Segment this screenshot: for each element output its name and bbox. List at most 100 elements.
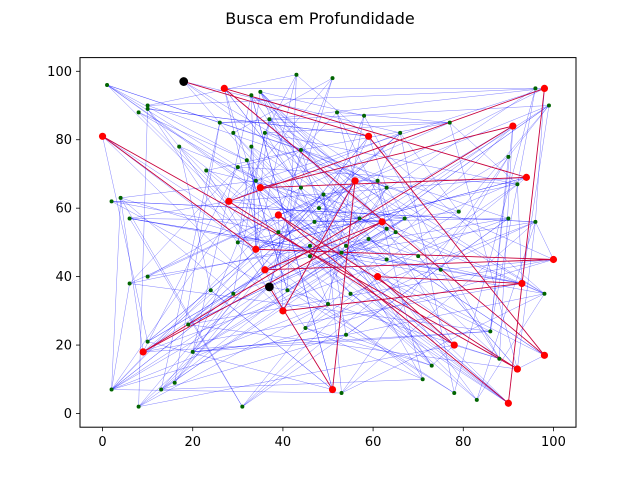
unvisited-node-point <box>506 154 511 159</box>
unvisited-node-point <box>339 390 344 395</box>
graph-edge <box>228 77 333 202</box>
graph-edge <box>368 136 387 188</box>
unvisited-node-point <box>136 404 141 409</box>
unvisited-node-point <box>307 254 312 259</box>
unvisited-node-point <box>402 216 407 221</box>
graph-edge <box>278 231 509 404</box>
unvisited-node-point <box>375 178 380 183</box>
graph-edge <box>377 276 491 332</box>
graph-edge <box>129 218 522 284</box>
graph-edge <box>106 84 329 305</box>
unvisited-node-point <box>285 288 290 293</box>
dfs-path-segment <box>102 135 257 250</box>
graph-edge <box>345 218 509 247</box>
graph-edge <box>178 146 211 291</box>
dfs-path-segment <box>260 176 527 189</box>
visited-node-point <box>540 351 549 359</box>
graph-edge <box>260 187 509 404</box>
y-tick-label: 20 <box>55 339 72 354</box>
unvisited-node-point <box>357 216 362 221</box>
graph-edge <box>111 259 554 390</box>
graph-edge <box>102 136 148 342</box>
graph-edge <box>206 170 266 270</box>
graph-edge <box>255 187 261 250</box>
unvisited-node-point <box>231 291 236 296</box>
graph-edge <box>228 149 302 202</box>
graph-edge <box>161 334 347 390</box>
graph-edge <box>345 293 545 336</box>
graph-edge <box>237 166 518 185</box>
dfs-path-segment <box>268 286 333 390</box>
visited-node-point <box>256 184 264 192</box>
graph-edge <box>255 180 477 400</box>
visited-node-point <box>509 122 517 130</box>
x-tick-label: 20 <box>184 435 201 450</box>
graph-edge <box>382 221 545 294</box>
graph-edge <box>120 180 256 199</box>
dfs-path-segment <box>183 81 369 137</box>
unvisited-node-point <box>316 206 321 211</box>
graph-edge <box>300 149 320 209</box>
graph-edge <box>517 355 545 370</box>
graph-edge <box>264 180 356 270</box>
graph-edge <box>269 78 333 287</box>
dfs-path-segment <box>377 276 455 346</box>
graph-edge <box>147 108 284 311</box>
graph-edge <box>183 81 545 294</box>
graph-edge <box>237 149 302 168</box>
graph-edge <box>336 112 396 233</box>
graph-edge <box>188 132 401 325</box>
graph-edge <box>142 167 239 353</box>
unvisited-node-point <box>456 209 461 214</box>
graph-edge <box>138 293 234 407</box>
graph-edge <box>143 269 265 353</box>
unvisited-node-point <box>109 199 114 204</box>
graph-edge <box>192 331 491 353</box>
graph-edge <box>305 125 514 329</box>
graph-edge <box>237 214 279 243</box>
y-tick-label: 60 <box>55 202 72 217</box>
graph-edge <box>224 88 302 188</box>
graph-edge <box>508 105 550 157</box>
graph-edge <box>399 132 459 212</box>
unvisited-node-point <box>204 168 209 173</box>
graph-edge <box>314 180 356 223</box>
unvisited-node-point <box>244 158 249 163</box>
unvisited-node-point <box>474 397 479 402</box>
graph-edge <box>309 180 356 257</box>
visited-node-point <box>540 84 549 92</box>
visited-node-point <box>261 266 269 274</box>
graph-edge <box>192 242 239 352</box>
unvisited-node-point <box>429 363 434 368</box>
x-tick-label: 60 <box>365 435 382 450</box>
graph-edge <box>269 119 477 400</box>
graph-edge <box>102 136 284 312</box>
visited-node-point <box>279 307 287 315</box>
graph-edge <box>323 194 347 335</box>
graph-edge <box>111 218 405 390</box>
graph-edge <box>377 180 554 260</box>
unvisited-node-point <box>506 216 511 221</box>
graph-edge <box>147 108 369 137</box>
unvisited-node-point <box>546 103 551 108</box>
graph-edge <box>142 132 401 353</box>
unvisited-node-point <box>438 267 443 272</box>
graph-edge <box>210 290 333 390</box>
graph-edge <box>341 221 536 253</box>
graph-edge <box>251 146 257 250</box>
unvisited-node-point <box>235 240 240 245</box>
unvisited-node-point <box>235 165 240 170</box>
graph-edge <box>341 252 545 356</box>
unvisited-node-point <box>186 322 191 327</box>
unvisited-node-point <box>217 120 222 125</box>
visited-node-point <box>450 341 458 349</box>
unvisited-node-point <box>393 230 398 235</box>
unvisited-node-point <box>533 86 538 91</box>
unvisited-node-point <box>145 103 150 108</box>
graph-edge <box>323 194 342 393</box>
unvisited-node-point <box>298 148 303 152</box>
graph-edge <box>147 245 311 342</box>
graph-edge <box>106 84 247 161</box>
graph-edge <box>246 160 351 294</box>
